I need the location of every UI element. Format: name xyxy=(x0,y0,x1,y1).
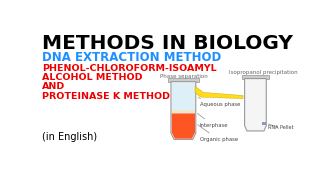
Polygon shape xyxy=(172,110,195,113)
Polygon shape xyxy=(195,86,243,99)
Text: DNA EXTRACTION METHOD: DNA EXTRACTION METHOD xyxy=(42,51,221,64)
Text: ALCOHOL METHOD: ALCOHOL METHOD xyxy=(42,73,143,82)
Polygon shape xyxy=(172,83,195,110)
Text: Phase separation: Phase separation xyxy=(159,74,207,79)
Polygon shape xyxy=(168,78,199,82)
Text: METHODS IN BIOLOGY: METHODS IN BIOLOGY xyxy=(42,34,293,53)
Polygon shape xyxy=(172,113,195,139)
Text: RNA Pellet: RNA Pellet xyxy=(268,124,293,130)
Text: PHENOL-CHLOROFORM-ISOAMYL: PHENOL-CHLOROFORM-ISOAMYL xyxy=(42,64,217,73)
Text: Isopropanol precipitation: Isopropanol precipitation xyxy=(229,71,298,75)
Polygon shape xyxy=(262,122,266,125)
Text: AND: AND xyxy=(42,82,66,91)
Text: Organic phase: Organic phase xyxy=(198,125,238,142)
Polygon shape xyxy=(244,79,266,131)
Text: Interphase: Interphase xyxy=(198,114,228,128)
Text: PROTEINASE K METHOD: PROTEINASE K METHOD xyxy=(42,92,170,101)
Text: (in English): (in English) xyxy=(42,132,98,142)
Polygon shape xyxy=(171,82,196,139)
Polygon shape xyxy=(242,75,268,79)
Text: Aqueous phase: Aqueous phase xyxy=(198,98,240,107)
